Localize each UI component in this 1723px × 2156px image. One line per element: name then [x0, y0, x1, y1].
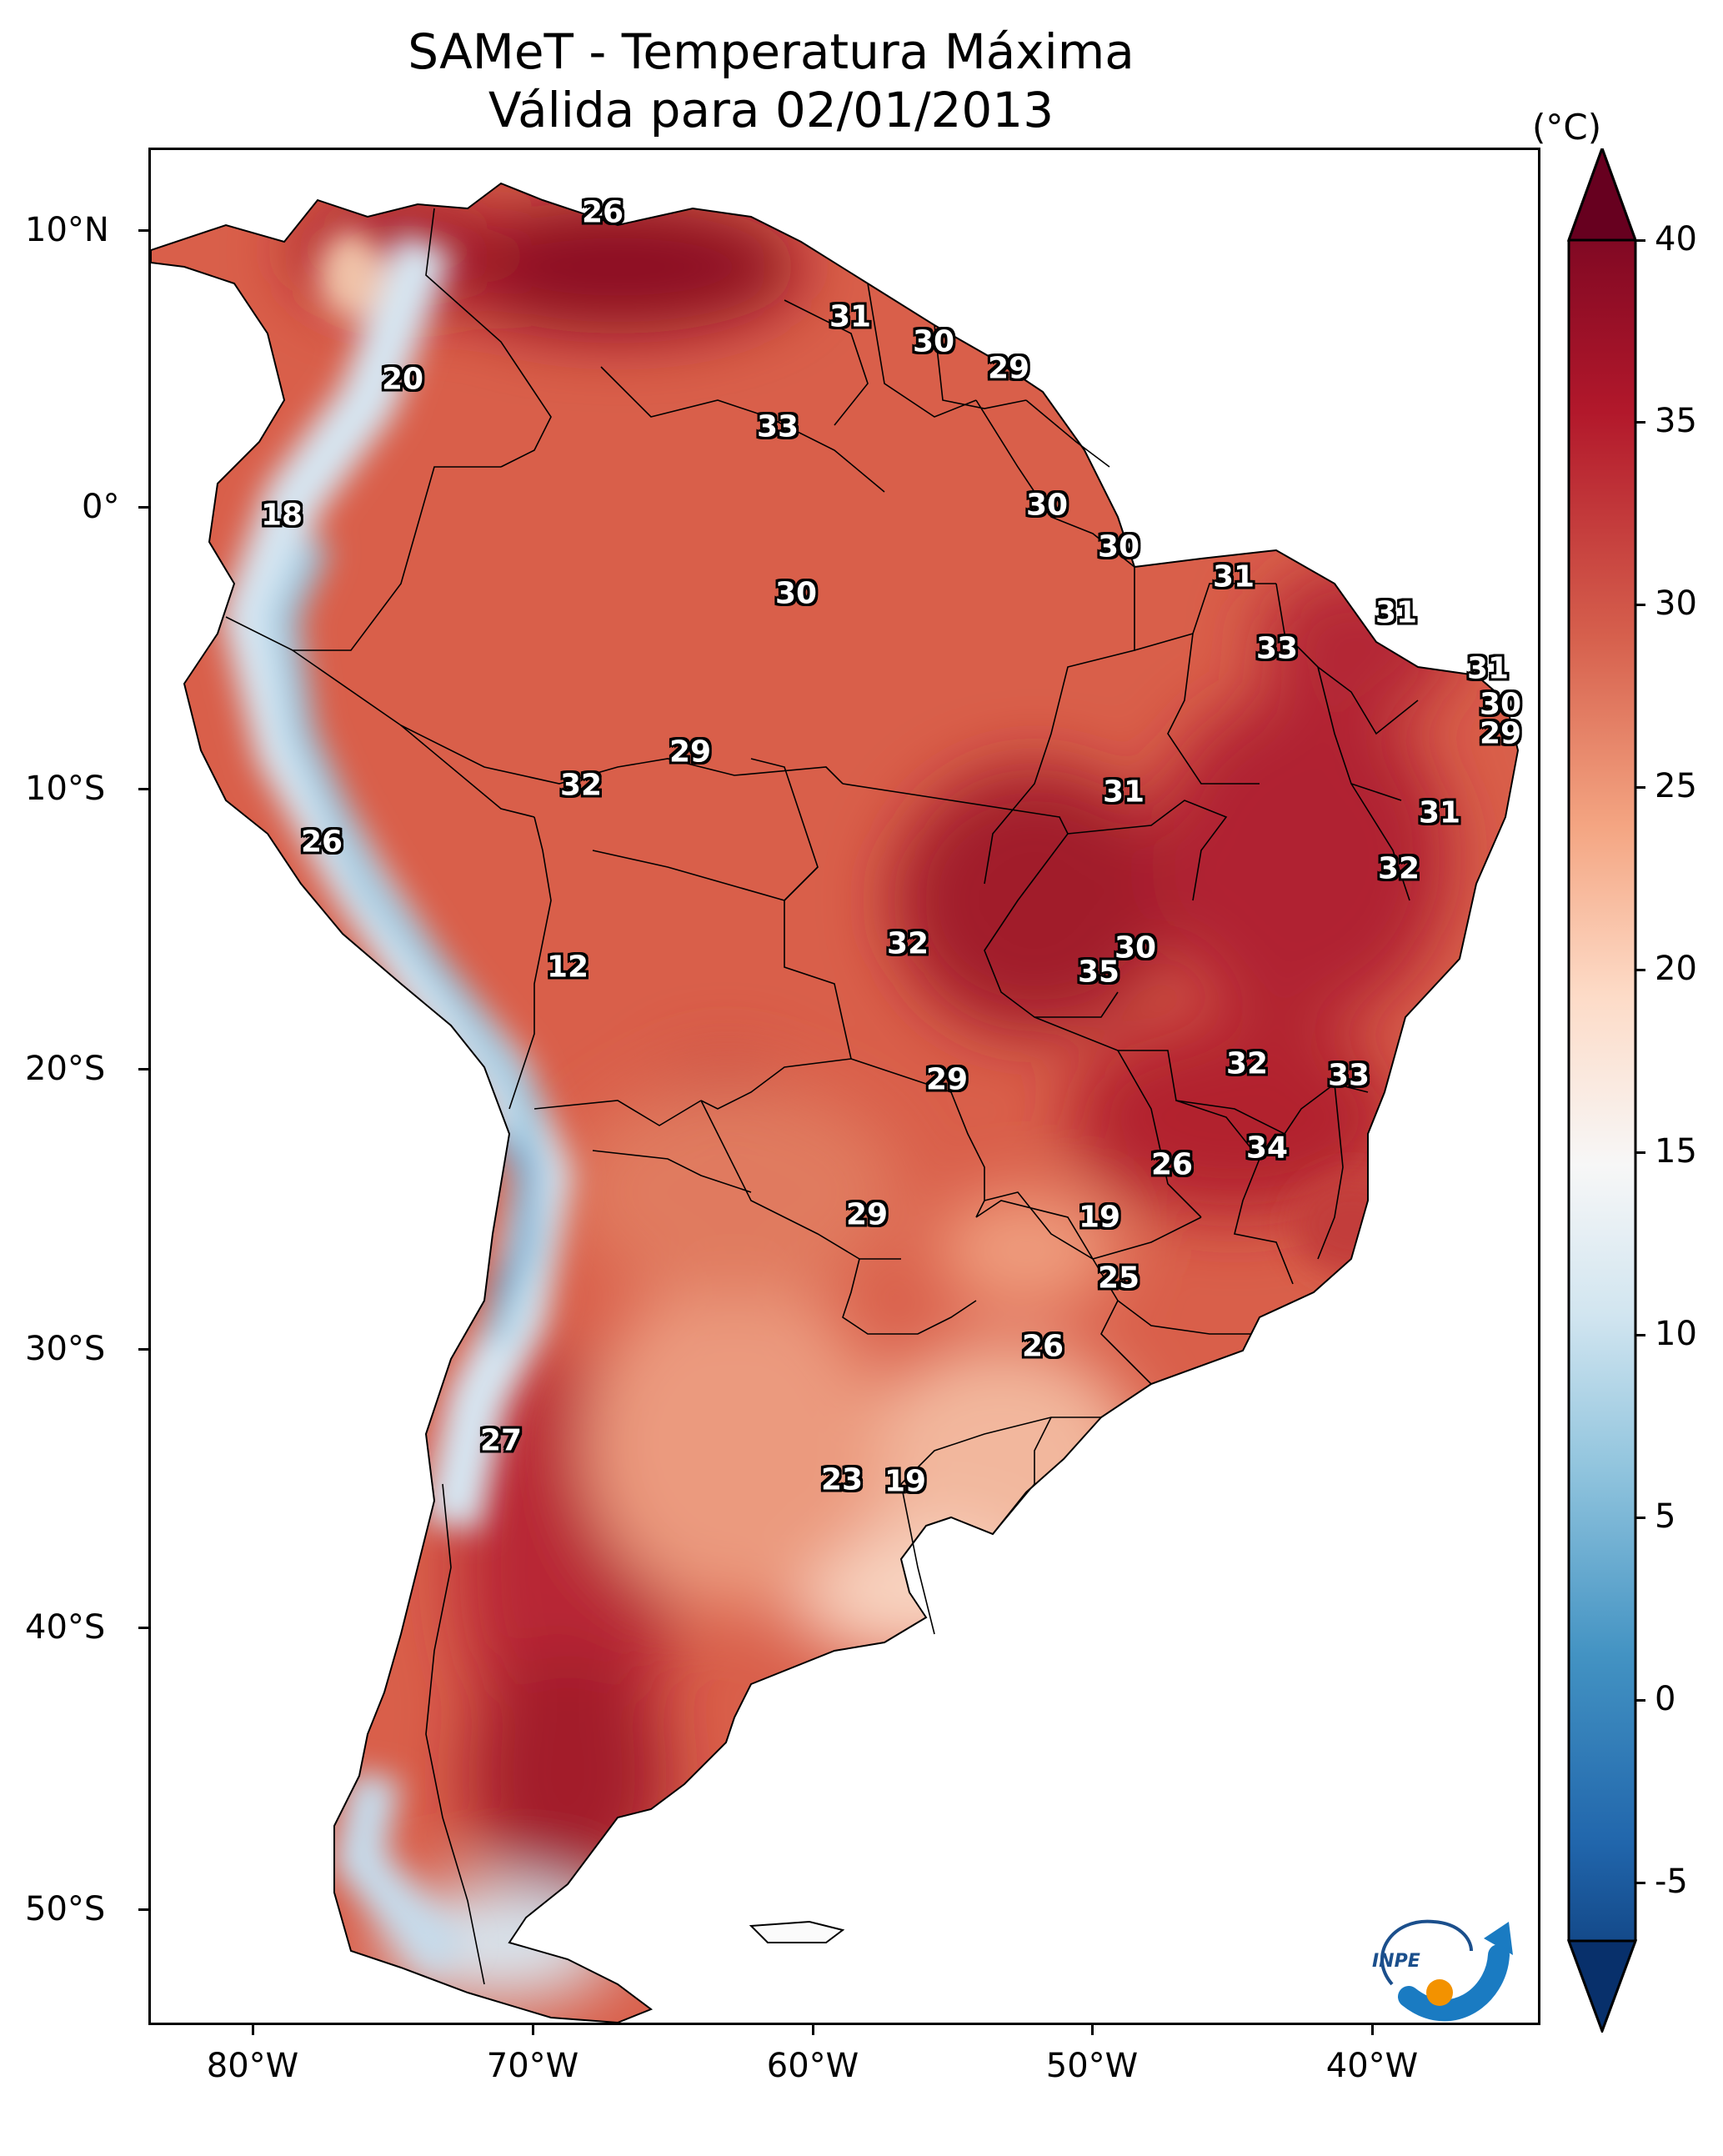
lon-tick-mark: [1091, 2025, 1094, 2035]
lon-tick-60w: 60°W: [766, 2047, 859, 2085]
lat-tick-50s: 50°S: [25, 1890, 106, 1928]
lat-tick-mark: [138, 1068, 148, 1070]
colorbar-label-20: 20: [1655, 950, 1697, 988]
contour-label: 26: [581, 195, 624, 230]
contour-label: 31: [829, 299, 872, 334]
colorbar-tick: [1635, 786, 1645, 789]
colorbar-label-25: 25: [1655, 767, 1697, 805]
lat-tick-mark: [138, 1908, 148, 1911]
colorbar-tick: [1635, 1699, 1645, 1702]
contour-label: 12: [546, 950, 589, 985]
lon-tick-70w: 70°W: [486, 2047, 579, 2085]
contour-label: 32: [886, 926, 929, 961]
lat-tick-10n: 10°N: [25, 211, 109, 249]
lat-tick-mark: [138, 229, 148, 232]
contour-label: 26: [1021, 1329, 1064, 1364]
contour-label: 29: [845, 1197, 889, 1232]
colorbar-tick: [1635, 239, 1645, 242]
contour-label: 31: [1102, 775, 1145, 810]
colorbar-tick: [1635, 1882, 1645, 1884]
lat-tick-mark: [138, 1348, 148, 1351]
contour-label: 31: [1466, 651, 1510, 686]
colorbar-tick: [1635, 1151, 1645, 1154]
colorbar-label-35: 35: [1655, 402, 1697, 440]
map-frame: [148, 148, 1540, 2025]
lon-tick-50w: 50°W: [1045, 2047, 1139, 2085]
lat-tick-0: 0°: [82, 488, 120, 526]
lon-tick-80w: 80°W: [206, 2047, 299, 2085]
contour-label: 29: [987, 351, 1030, 386]
colorbar-unit: (°C): [1532, 107, 1602, 148]
lat-tick-40s: 40°S: [25, 1608, 106, 1647]
contour-label: 31: [1212, 559, 1255, 594]
colorbar-label-30: 30: [1655, 584, 1697, 623]
coastline: [151, 182, 1520, 2023]
colorbar-tick: [1635, 1517, 1645, 1519]
lon-tick-40w: 40°W: [1325, 2047, 1419, 2085]
lon-tick-mark: [252, 2025, 254, 2035]
lat-tick-10s: 10°S: [25, 770, 106, 808]
temperature-map: [151, 182, 1520, 2023]
lat-tick-20s: 20°S: [25, 1050, 106, 1088]
contour-label: 29: [669, 735, 712, 770]
contour-label: 32: [1377, 851, 1420, 886]
colorbar-label-40: 40: [1655, 220, 1697, 258]
contour-label: 33: [756, 409, 799, 444]
contour-label: 32: [559, 768, 603, 803]
country-borders: [225, 208, 1419, 1985]
colorbar-tick: [1635, 969, 1645, 971]
inpe-logo-text: INPE: [1372, 1951, 1420, 1972]
contour-label: 29: [1479, 716, 1522, 751]
contour-label: 26: [300, 825, 343, 860]
contour-label: 30: [774, 576, 818, 611]
contour-label: 23: [820, 1462, 864, 1497]
colorbar-label-15: 15: [1655, 1132, 1697, 1171]
contour-label: 19: [1078, 1200, 1121, 1235]
contour-label: 29: [925, 1062, 969, 1097]
contour-label: 31: [1418, 795, 1461, 830]
contour-label: 31: [1375, 595, 1418, 630]
lat-tick-mark: [138, 1627, 148, 1629]
colorbar-tick: [1635, 604, 1645, 606]
contour-label: 30: [1025, 488, 1069, 523]
lon-tick-mark: [1371, 2025, 1374, 2035]
contour-label: 20: [381, 362, 424, 397]
falkland-islands: [749, 1920, 845, 1943]
contour-label: 26: [1150, 1147, 1194, 1182]
contour-label: 30: [1479, 687, 1522, 722]
contour-label: 30: [1097, 529, 1140, 564]
colorbar-label-minus5: -5: [1655, 1863, 1688, 1901]
colorbar-tick: [1635, 421, 1645, 424]
colorbar-tick: [1635, 1334, 1645, 1336]
map-title-line2: Válida para 02/01/2013: [488, 82, 1054, 138]
lat-tick-mark: [138, 506, 148, 509]
contour-label: 34: [1245, 1131, 1289, 1166]
lon-tick-mark: [532, 2025, 534, 2035]
lat-tick-30s: 30°S: [25, 1330, 106, 1368]
contour-label: 33: [1327, 1058, 1370, 1093]
colorbar-label-0: 0: [1655, 1680, 1676, 1718]
colorbar-label-10: 10: [1655, 1315, 1697, 1353]
contour-label: 30: [912, 324, 955, 359]
colorbar-label-5: 5: [1655, 1497, 1676, 1536]
contour-label: 32: [1225, 1046, 1269, 1081]
colorbar: [1567, 148, 1637, 2033]
contour-label: 35: [1077, 955, 1120, 990]
contour-label: 18: [260, 498, 303, 533]
contour-label: 25: [1097, 1261, 1140, 1296]
lat-tick-mark: [138, 788, 148, 790]
contour-label: 27: [479, 1423, 523, 1458]
lon-tick-mark: [812, 2025, 814, 2035]
contour-label: 33: [1255, 631, 1299, 666]
inpe-logo: [1380, 1919, 1513, 2022]
contour-label: 30: [1114, 930, 1157, 965]
map-title-line1: SAMeT - Temperatura Máxima: [408, 23, 1134, 80]
contour-label: 19: [884, 1464, 927, 1499]
